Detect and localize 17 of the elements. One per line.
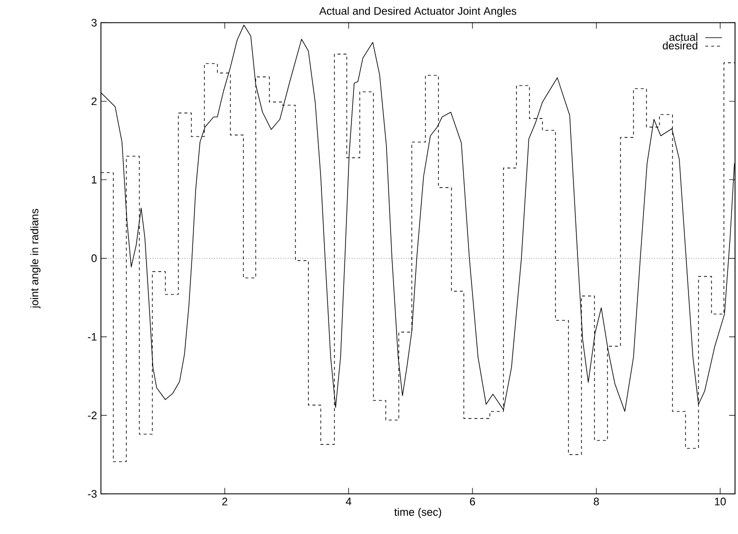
legend-label: desired — [662, 41, 698, 50]
x-tick-label: 4 — [346, 498, 352, 505]
y-tick-label: 3 — [91, 18, 97, 26]
x-axis-title: time (sec) — [394, 508, 442, 518]
y-tick-label: -1 — [88, 332, 97, 340]
x-tick-label: 6 — [470, 498, 476, 506]
x-tick-label: 8 — [594, 498, 599, 506]
y-axis-title: joint angle in radians — [30, 208, 40, 308]
y-tick-label: 0 — [91, 254, 97, 262]
y-tick-label: -3 — [88, 490, 97, 498]
y-tick-label: 2 — [92, 97, 97, 105]
x-tick-label: 10 — [714, 498, 726, 506]
y-tick-label: 1 — [92, 176, 97, 184]
x-tick-label: 2 — [222, 498, 228, 506]
chart-title: Actual and Desired Actuator Joint Angles — [319, 6, 516, 17]
y-tick-label: -2 — [88, 411, 97, 419]
legend-label: actual — [669, 32, 698, 41]
